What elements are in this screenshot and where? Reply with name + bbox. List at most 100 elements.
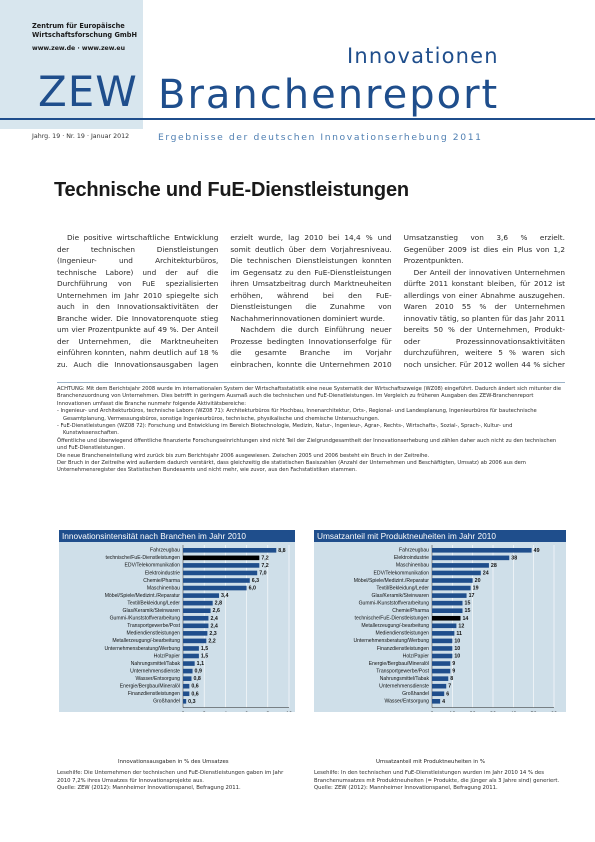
article-body: Die positive wirtschaftliche Entwicklung… (57, 232, 565, 372)
bar (183, 578, 250, 583)
bar (432, 676, 449, 681)
note-paragraph: Die neue Brancheneinteilung wird zurück … (57, 452, 430, 459)
caption-text: Lesehilfe: In den technischen und FuE-Di… (314, 770, 560, 784)
data-label: 10 (454, 646, 460, 652)
chart-panel-innovation-intensity: Innovationsintensität nach Branchen im J… (59, 530, 295, 712)
data-label: 2,6 (213, 608, 220, 614)
bar (432, 638, 453, 644)
data-label: 10 (454, 638, 460, 644)
caption-source: Quelle: ZEW (2012): Mannheimer Innovatio… (314, 785, 498, 792)
bar (183, 646, 199, 651)
chart-innovation-intensity: 0246810Fahrzeugbau8,8technische/FuE-Dien… (104, 545, 292, 712)
bar (183, 691, 190, 697)
category-label: Glas/Keramik/Steinwaren (123, 608, 181, 614)
bar (183, 653, 199, 659)
bar (432, 668, 451, 674)
bar (432, 631, 455, 636)
org-name: Zentrum für Europäische Wirtschaftsforsc… (32, 22, 137, 39)
chart-product-novelty-share: 0102030405060Fahrzeugbau49Elektroindustr… (353, 545, 557, 712)
data-label: 17 (469, 593, 475, 599)
category-label: Großhandel (153, 699, 180, 705)
category-label: Textil/Bekleidung/Leder (376, 585, 429, 591)
category-label: technische/FuE-Dienstleistungen (106, 555, 181, 561)
data-label: 7 (448, 684, 451, 690)
note-paragraph: Öffentliche und überwiegend öffentliche … (57, 437, 557, 452)
data-label: 0,6 (191, 684, 198, 690)
data-label: 8 (450, 676, 453, 682)
data-label: 38 (511, 555, 517, 561)
note-divider (57, 382, 565, 383)
bar (183, 676, 192, 681)
data-label: 4 (442, 699, 445, 705)
category-label: Unternehmensberatung/Werbung (353, 638, 429, 644)
data-label: 6,0 (249, 586, 256, 592)
bar (432, 653, 453, 659)
category-label: Elektroindustrie (394, 555, 429, 561)
category-label: Fahrzeugbau (150, 548, 180, 554)
data-label: 15 (465, 608, 471, 614)
article-column-2: erzielt wurde, lag 2010 bei 14,4 % und s… (230, 232, 391, 372)
note-list: Ingenieur- und Architekturbüros, technis… (57, 408, 565, 438)
data-label: 7,2 (261, 563, 268, 569)
chart-title: Innovationsintensität nach Branchen im J… (59, 530, 295, 542)
bar (432, 661, 451, 666)
org-website[interactable]: www.zew.de · www.zew.eu (32, 45, 126, 52)
category-label: Energie/Bergbau/Mineralöl (369, 661, 429, 667)
bar (432, 646, 453, 651)
category-label: Wasser/Entsorgung (384, 699, 429, 705)
category-label: Unternehmensdienste (130, 668, 180, 674)
bar (183, 699, 187, 704)
bar (183, 661, 195, 666)
data-label: 15 (465, 601, 471, 607)
bar (432, 699, 441, 704)
bar (432, 570, 481, 576)
org-line-1: Zentrum für Europäische (32, 22, 125, 30)
data-label: 14 (462, 616, 468, 622)
chart-caption: Lesehilfe: Die Unternehmen der technisch… (57, 770, 293, 793)
bar (183, 555, 260, 561)
category-label: Finanzdienstleistungen (128, 691, 180, 697)
bar (432, 600, 463, 606)
data-label: 2,4 (210, 616, 217, 622)
category-label: EDV/Telekommunikation (374, 570, 430, 576)
paragraph: Nachdem die durch Einführung neuer Proze… (230, 325, 392, 372)
category-label: Großhandel (402, 691, 429, 697)
category-label: Elektroindustrie (145, 570, 180, 576)
category-label: EDV/Telekommunikation (125, 563, 181, 569)
data-label: 24 (483, 570, 489, 576)
bar (183, 593, 220, 598)
category-label: Glas/Keramik/Steinwaren (372, 593, 430, 599)
data-label: 8,8 (278, 548, 285, 554)
bar (183, 683, 190, 689)
methodology-note: ACHTUNG: Mit dem Berichtsjahr 2008 wurde… (57, 386, 565, 475)
data-label: 1,5 (201, 654, 208, 660)
category-label: Fahrzeugbau (399, 548, 429, 554)
chart-title: Umsatzanteil mit Produktneuheiten im Jah… (314, 530, 566, 542)
bar (183, 600, 213, 606)
bar (432, 578, 473, 583)
bar (183, 615, 209, 621)
note-list-item: FuE-Dienstleistungen (WZ08 72): Forschun… (61, 423, 565, 438)
category-label: Mediendienstleistungen (126, 631, 180, 637)
chart-caption: Lesehilfe: In den technischen und FuE-Di… (314, 770, 566, 793)
issue-info: Jahrg. 19 · Nr. 19 · Januar 2012 (32, 133, 130, 140)
data-label: 9 (452, 661, 455, 667)
data-label: 11 (456, 631, 462, 637)
bar (432, 548, 532, 553)
bar (183, 548, 277, 553)
paragraph: Der Anteil der innovativen Unternehmen d… (403, 267, 565, 373)
zew-logo: ZEW (38, 67, 138, 116)
chart-x-axis-title: Umsatzanteil mit Produktneuheiten in % (376, 759, 486, 765)
category-label: Gummi-/Kunststoffverarbeitung (110, 616, 181, 622)
note-paragraph: ACHTUNG: Mit dem Berichtsjahr 2008 wurde… (57, 386, 562, 407)
paragraph: Die positive wirtschaftliche Entwicklung… (57, 233, 219, 372)
category-label: Metallerzeugung/-bearbeitung (112, 638, 180, 644)
category-label: Transportgewerbe/Post (376, 668, 429, 674)
data-label: 1,5 (201, 646, 208, 652)
article-column-3: Umsatzanstieg von 3,6 % erzielt. Gegenüb… (404, 232, 565, 372)
category-label: Maschinenbau (396, 563, 429, 569)
bar (183, 631, 208, 636)
category-label: Holz/Papier (154, 653, 181, 659)
category-label: Mediendienstleistungen (375, 631, 429, 637)
bar (183, 563, 260, 568)
